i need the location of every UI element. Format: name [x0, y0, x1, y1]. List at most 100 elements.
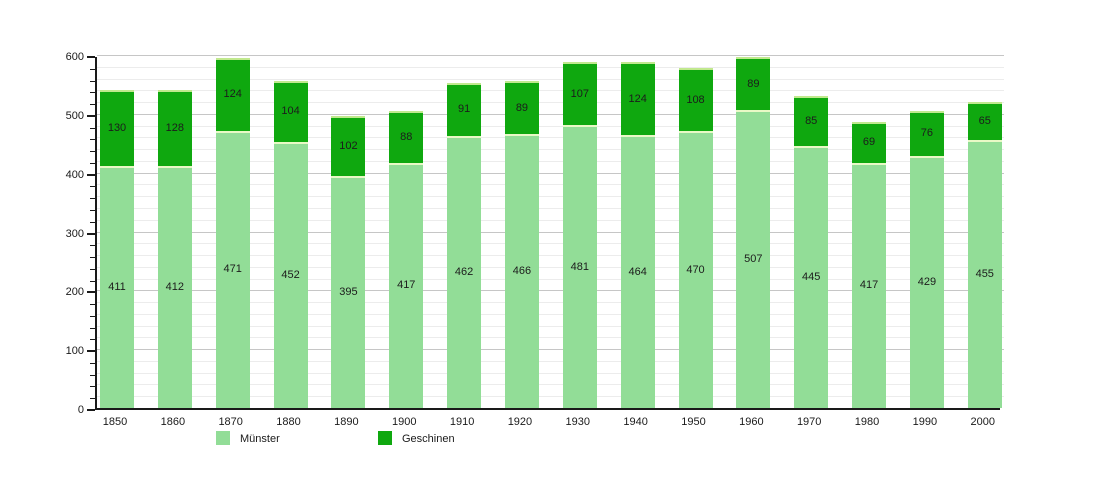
legend-item-muenster: Münster: [216, 430, 280, 446]
y-minor-tick: [90, 92, 95, 94]
segment-geschinen-1880: 104: [273, 80, 308, 143]
segment-muenster-2000: 455: [967, 140, 1002, 408]
major-gridline: [97, 349, 1004, 351]
y-minor-tick: [90, 280, 95, 282]
value-label: 102: [339, 139, 358, 152]
minor-gridline: [97, 66, 1004, 68]
minor-gridline: [97, 90, 1004, 92]
segment-geschinen-1870: 124: [215, 57, 250, 131]
bar-1890: 395 102: [331, 115, 366, 408]
bar-1880: 452 104: [273, 80, 308, 408]
bar-1870: 471 124: [215, 57, 250, 408]
bar-1980: 417 69: [852, 122, 887, 408]
y-minor-tick: [90, 151, 95, 153]
x-axis-label-1870: 1870: [218, 416, 243, 428]
legend-item-geschinen: Geschinen: [378, 430, 455, 446]
minor-gridline: [97, 384, 1004, 386]
bar-1930: 481 107: [562, 62, 597, 408]
muenster-swatch-icon: [216, 431, 230, 445]
segment-geschinen-1990: 76: [909, 110, 944, 156]
segment-geschinen-1860: 128: [157, 90, 192, 166]
segment-muenster-1850: 411: [100, 166, 134, 408]
minor-gridline: [97, 313, 1004, 315]
x-axis-label-1940: 1940: [623, 416, 648, 428]
y-axis-label: 500: [65, 109, 84, 122]
bar-1850: 411 130: [100, 89, 134, 408]
y-axis-label: 600: [65, 51, 84, 63]
y-minor-tick: [90, 315, 95, 317]
value-label: 464: [628, 265, 647, 278]
minor-gridline: [97, 302, 1004, 304]
value-label: 65: [978, 115, 991, 128]
minor-gridline: [97, 137, 1004, 139]
value-label: 108: [686, 93, 705, 106]
y-minor-tick: [90, 257, 95, 259]
minor-gridline: [97, 102, 1004, 104]
segment-geschinen-1960: 89: [736, 57, 771, 110]
x-axis-label-2000: 2000: [970, 416, 995, 428]
y-major-tick: [87, 350, 95, 353]
value-label: 104: [281, 105, 300, 118]
x-axis-label-1880: 1880: [276, 416, 301, 428]
minor-gridline: [97, 160, 1004, 162]
segment-geschinen-1980: 69: [852, 122, 887, 163]
x-axis-label-1860: 1860: [160, 416, 186, 428]
segment-muenster-1910: 462: [447, 136, 482, 408]
value-label: 470: [686, 263, 705, 276]
y-minor-tick: [90, 198, 95, 200]
bar-1990: 429 76: [909, 110, 944, 408]
major-gridline: [97, 290, 1004, 292]
y-major-tick: [87, 173, 95, 176]
segment-muenster-1990: 429: [909, 155, 944, 408]
minor-gridline: [97, 372, 1004, 374]
minor-gridline: [97, 196, 1004, 198]
y-minor-tick: [90, 374, 95, 376]
segment-muenster-1900: 417: [389, 162, 424, 408]
major-gridline: [97, 55, 1004, 56]
segment-geschinen-1900: 88: [389, 110, 424, 163]
value-label: 455: [975, 268, 994, 281]
minor-gridline: [97, 243, 1004, 245]
segment-muenster-1880: 452: [273, 142, 308, 408]
bar-1910: 462 91: [447, 82, 482, 408]
value-label: 466: [512, 264, 532, 277]
value-label: 89: [515, 101, 529, 114]
minor-gridline: [97, 255, 1004, 257]
y-minor-tick: [90, 304, 95, 306]
bar-1860: 412 128: [157, 90, 192, 408]
minor-gridline: [97, 337, 1004, 339]
y-minor-tick: [90, 68, 95, 70]
segment-muenster-1920: 466: [504, 133, 539, 408]
value-label: 124: [628, 92, 647, 105]
minor-gridline: [97, 125, 1004, 127]
value-label: 89: [747, 77, 760, 90]
bars-layer: 411 130 412 128 471 124 452 104 395 102 417 88 462 91…: [97, 57, 1002, 408]
y-axis-label: 0: [77, 404, 84, 416]
value-label: 417: [859, 279, 879, 292]
gridlines: [97, 55, 1004, 408]
y-major-tick: [87, 232, 95, 235]
minor-gridline: [97, 266, 1004, 268]
minor-gridline: [97, 184, 1004, 186]
minor-gridline: [97, 149, 1004, 151]
value-label: 507: [744, 252, 763, 265]
bar-1950: 470 108: [678, 67, 713, 408]
value-label: 429: [917, 275, 937, 288]
y-minor-tick: [90, 104, 95, 106]
segment-muenster-1870: 471: [215, 130, 250, 408]
segment-geschinen-1920: 89: [504, 81, 539, 134]
x-axis-label-1970: 1970: [796, 416, 822, 428]
x-axis-label-1960: 1960: [739, 416, 764, 428]
x-axis-label-1850: 1850: [102, 416, 128, 428]
value-label: 452: [281, 269, 300, 282]
value-label: 395: [339, 285, 358, 298]
segment-geschinen-1940: 124: [620, 62, 655, 136]
x-axis-label-1920: 1920: [507, 416, 533, 428]
geschinen-swatch-icon: [378, 431, 392, 445]
minor-gridline: [97, 278, 1004, 280]
x-axis-label-1900: 1900: [392, 416, 417, 428]
minor-gridline: [97, 325, 1004, 327]
value-label: 107: [570, 87, 589, 100]
value-label: 481: [570, 260, 589, 273]
